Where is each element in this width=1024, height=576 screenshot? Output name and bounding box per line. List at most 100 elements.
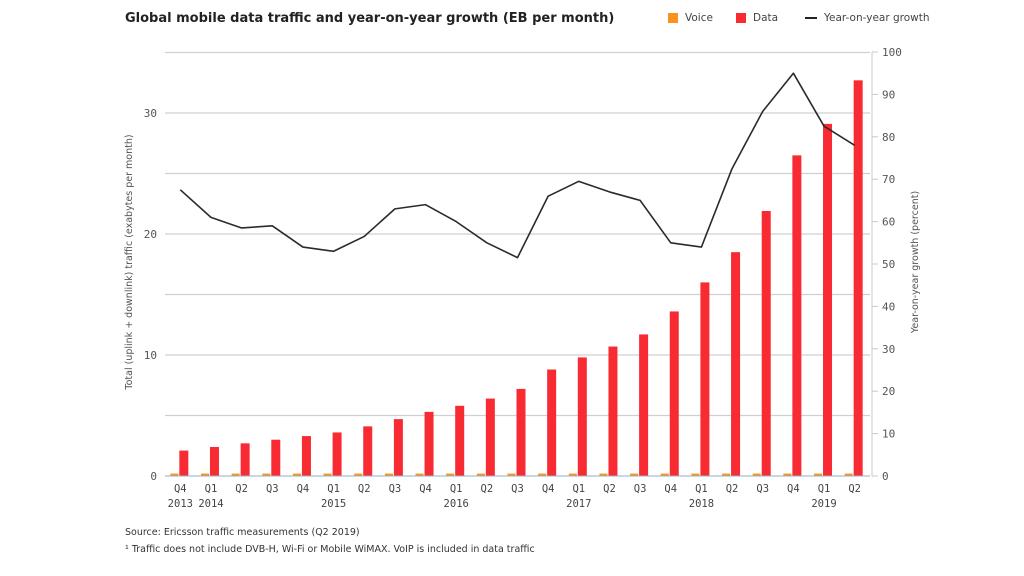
x-tick-label: Q1 [572,483,585,495]
voice-bar [384,473,393,476]
footnote: ¹ Traffic does not include DVB-H, Wi-Fi … [125,544,535,555]
data-bar [332,432,342,476]
data-bar [792,155,802,476]
x-tick-label: Q2 [235,483,248,495]
y2-tick-label: 10 [882,428,895,441]
voice-bar [538,473,547,476]
y2-axis-label: Year-on-year growth (percent) [910,191,921,334]
data-bar [639,334,649,476]
legend-label-data: Data [753,12,779,24]
data-bar [669,311,679,476]
voice-bar [446,473,455,476]
voice-bar [814,473,823,476]
data-bar [301,436,311,476]
voice-bar [691,473,700,476]
x-tick-label: Q1 [695,483,708,495]
data-bar [823,123,833,476]
voice-bar [752,473,761,476]
x-year-label: 2018 [689,498,714,510]
x-tick-label: Q4 [542,483,555,495]
data-bar [179,450,189,476]
voice-bar [476,473,485,476]
x-tick-label: Q4 [664,483,677,495]
data-bar [363,426,373,476]
voice-bar [568,473,577,476]
voice-bar [630,473,639,476]
voice-bar [231,473,240,476]
data-bar [424,411,434,476]
legend-item-data: Data [736,12,778,24]
x-tick-label: Q3 [511,483,524,495]
y-tick-label: 0 [150,470,157,483]
voice-bar [170,473,179,476]
x-year-label: 2017 [566,498,591,510]
voice-bar [200,473,209,476]
x-tick-label: Q2 [358,483,371,495]
data-bar [731,252,741,476]
x-tick-label: Q4 [174,483,187,495]
voice-bar [354,473,363,476]
x-tick-label: Q2 [481,483,494,495]
data-bar [547,369,557,476]
data-bar [209,446,219,476]
x-tick-label: Q1 [818,483,831,495]
y2-tick-label: 0 [882,470,889,483]
voice-bar [415,473,424,476]
chart-title: Global mobile data traffic and year-on-y… [125,11,615,26]
growth-line [179,72,856,259]
chart-frame [100,0,924,576]
voice-bar [507,473,516,476]
data-bar [516,388,526,476]
y2-tick-label: 60 [882,216,895,229]
voice-bar [599,473,608,476]
voice-bar [292,473,301,476]
x-year-label: 2016 [444,498,469,510]
data-bar [271,439,281,476]
growth-line-swatch-icon [805,17,817,19]
data-bar [608,346,618,476]
voice-bar [660,473,669,476]
voice-swatch-icon [668,13,678,23]
x-tick-label: Q2 [603,483,616,495]
data-bar [393,419,403,476]
y-tick-label: 20 [144,228,157,241]
legend-item-growth: Year-on-year growth [805,12,930,24]
x-tick-label: Q1 [205,483,218,495]
legend-label-voice: Voice [685,12,713,24]
x-tick-label: Q4 [297,483,310,495]
y2-tick-label: 50 [882,258,895,271]
voice-bar [323,473,332,476]
y2-tick-label: 20 [882,385,895,398]
data-bar [240,443,250,476]
x-tick-label: Q1 [327,483,340,495]
data-bar [761,211,771,476]
voice-bar [262,473,271,476]
y2-tick-label: 100 [882,46,902,59]
data-bar [700,282,710,476]
y-tick-label: 30 [144,107,157,120]
voice-bar [783,473,792,476]
voice-bar [722,473,731,476]
y2-tick-label: 30 [882,343,895,356]
x-tick-label: Q3 [266,483,279,495]
data-swatch-icon [736,13,746,23]
legend-item-voice: Voice [668,12,713,24]
x-tick-label: Q3 [756,483,769,495]
y-tick-label: 10 [144,349,157,362]
x-year-label: 2013 [168,498,193,510]
x-tick-label: Q4 [419,483,432,495]
x-tick-label: Q4 [787,483,800,495]
voice-bar [844,473,853,476]
y-axis-label: Total (uplink + downlink) traffic (exaby… [124,134,135,390]
x-year-label: 2019 [811,498,836,510]
x-tick-label: Q2 [848,483,861,495]
y2-tick-label: 40 [882,300,895,313]
x-year-label: 2014 [198,498,223,510]
x-tick-label: Q3 [634,483,647,495]
x-tick-label: Q2 [726,483,739,495]
data-bar [455,405,465,476]
data-bar [853,80,863,476]
x-year-label: 2015 [321,498,346,510]
source-note: Source: Ericsson traffic measurements (Q… [125,527,360,538]
